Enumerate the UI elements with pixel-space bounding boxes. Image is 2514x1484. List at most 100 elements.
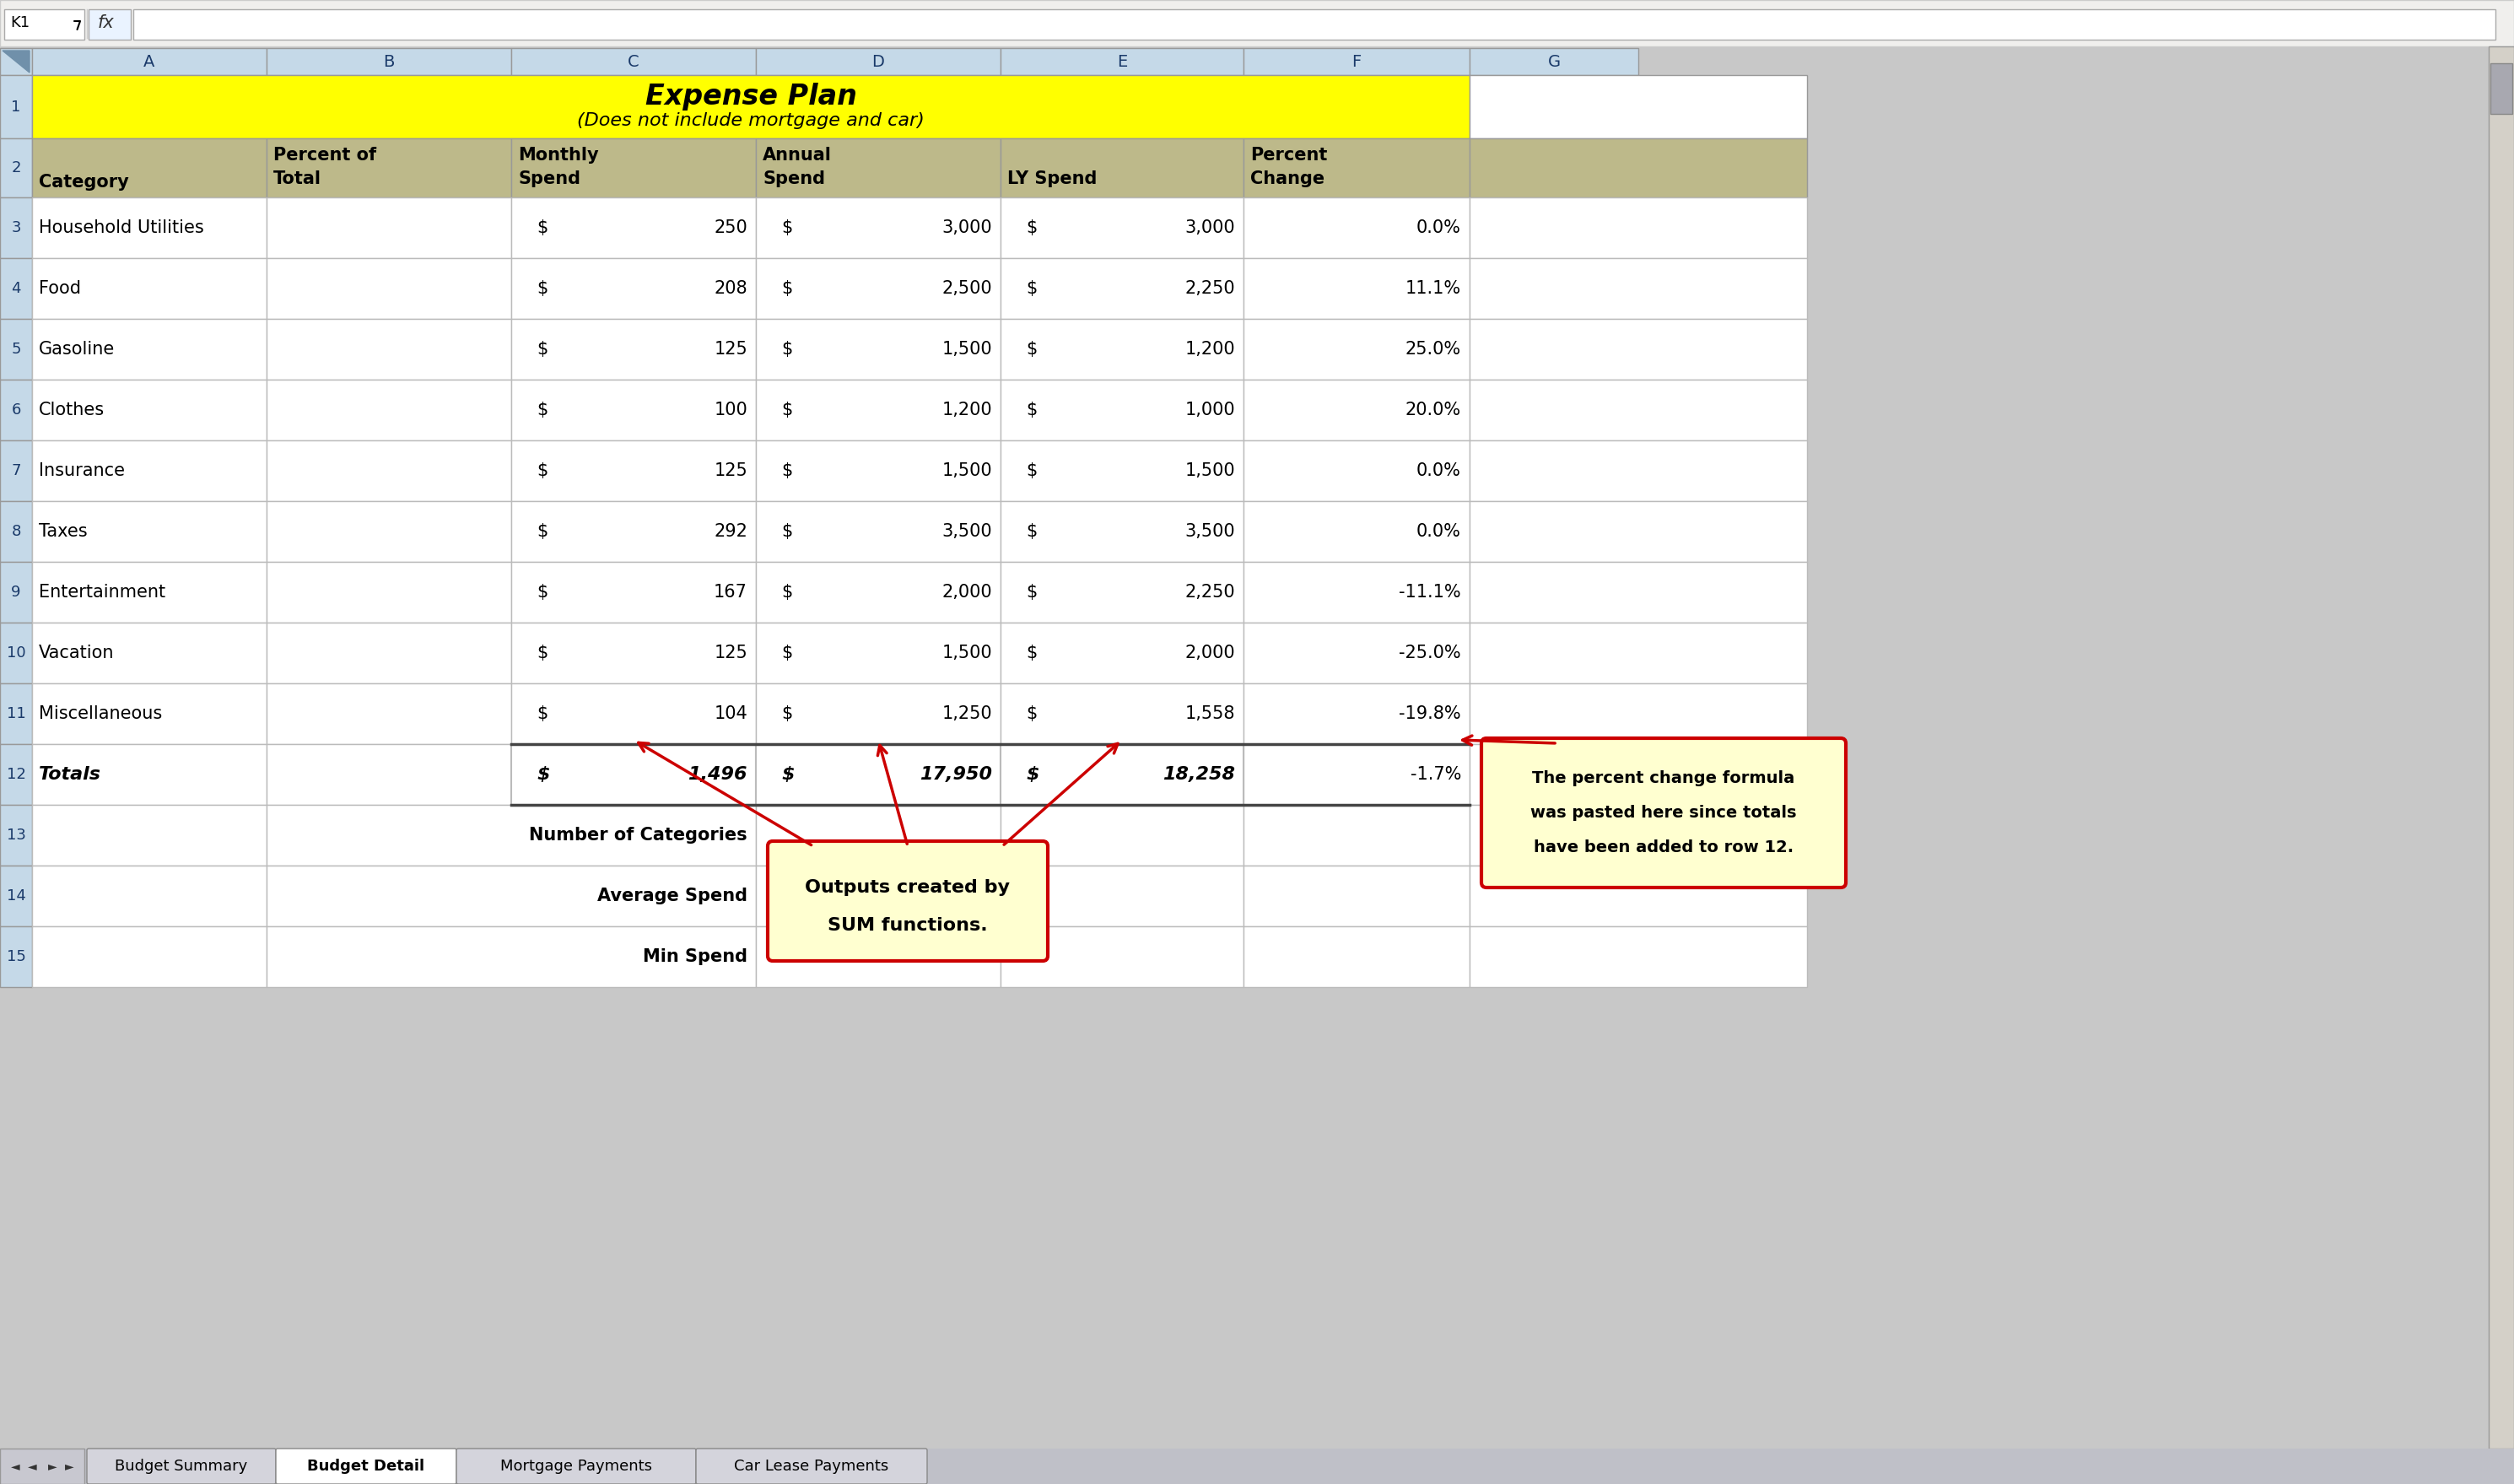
- Bar: [0, 1448, 2514, 1484]
- Bar: [0, 743, 33, 804]
- Bar: [510, 319, 757, 380]
- Text: 2,250: 2,250: [1184, 280, 1234, 297]
- Text: C: C: [628, 53, 639, 70]
- Text: $: $: [782, 705, 792, 723]
- Text: was pasted here since totals: was pasted here since totals: [1531, 804, 1798, 821]
- Bar: [2489, 46, 2514, 1448]
- Bar: [1001, 926, 1244, 987]
- Bar: [757, 865, 1001, 926]
- Text: 4: 4: [10, 280, 20, 297]
- Bar: [510, 683, 757, 743]
- Bar: [266, 197, 510, 258]
- Text: Clothes: Clothes: [38, 402, 106, 418]
- Text: 104: 104: [714, 705, 747, 723]
- FancyBboxPatch shape: [696, 1448, 928, 1484]
- Bar: [1244, 380, 1471, 441]
- Bar: [0, 623, 33, 683]
- Text: 11: 11: [8, 706, 25, 721]
- Bar: [266, 319, 510, 380]
- Bar: [0, 926, 33, 987]
- Text: 12: 12: [8, 767, 25, 782]
- Text: Spend: Spend: [518, 171, 581, 187]
- Bar: [266, 743, 510, 804]
- Text: $: $: [1026, 220, 1036, 236]
- Bar: [1471, 76, 1808, 138]
- Bar: [0, 683, 33, 743]
- Text: $: $: [782, 583, 792, 601]
- Bar: [1001, 197, 1244, 258]
- Text: D: D: [872, 53, 885, 70]
- Text: E: E: [1116, 53, 1126, 70]
- Text: $: $: [535, 644, 548, 662]
- Bar: [33, 47, 266, 76]
- Bar: [1471, 623, 1808, 683]
- Text: Vacation: Vacation: [38, 644, 113, 662]
- Text: 0.0%: 0.0%: [1415, 463, 1461, 479]
- Bar: [33, 562, 266, 623]
- Text: Min Spend: Min Spend: [644, 948, 747, 965]
- Text: 10: 10: [8, 646, 25, 660]
- Text: $: $: [1026, 766, 1038, 784]
- Bar: [266, 47, 510, 76]
- Bar: [757, 743, 1001, 804]
- Bar: [266, 502, 510, 562]
- Bar: [266, 138, 510, 197]
- Bar: [1471, 804, 1808, 865]
- Bar: [1471, 562, 1808, 623]
- Text: 1,200: 1,200: [1184, 341, 1234, 358]
- Text: Budget Detail: Budget Detail: [307, 1459, 425, 1474]
- Bar: [0, 138, 33, 197]
- Text: 0.0%: 0.0%: [1415, 522, 1461, 540]
- Bar: [2491, 64, 2511, 114]
- Bar: [757, 804, 1001, 865]
- Text: Insurance: Insurance: [38, 463, 126, 479]
- Bar: [1471, 47, 1639, 76]
- Bar: [266, 865, 757, 926]
- Text: 20.0%: 20.0%: [1405, 402, 1461, 418]
- Text: $: $: [1026, 522, 1036, 540]
- Text: 250: 250: [714, 220, 747, 236]
- Text: 1,558: 1,558: [1184, 705, 1234, 723]
- Text: 2,250: 2,250: [1184, 583, 1234, 601]
- Bar: [0, 76, 33, 138]
- Text: $: $: [1026, 583, 1036, 601]
- Text: 3,500: 3,500: [1184, 522, 1234, 540]
- Bar: [1244, 197, 1471, 258]
- Bar: [0, 319, 33, 380]
- Text: $: $: [782, 220, 792, 236]
- Bar: [1244, 926, 1471, 987]
- Text: 1,200: 1,200: [943, 402, 993, 418]
- Bar: [1244, 743, 1471, 804]
- Polygon shape: [3, 50, 30, 73]
- Text: 125: 125: [714, 341, 747, 358]
- Bar: [0, 804, 33, 865]
- Bar: [1244, 683, 1471, 743]
- Text: 7: 7: [10, 463, 20, 478]
- Bar: [1244, 865, 1471, 926]
- Text: -1.7%: -1.7%: [1410, 766, 1461, 784]
- Bar: [510, 743, 757, 804]
- Bar: [510, 562, 757, 623]
- Bar: [88, 9, 131, 40]
- Bar: [510, 258, 757, 319]
- Text: 1,496: 1,496: [689, 766, 747, 784]
- Bar: [1001, 138, 1244, 197]
- Bar: [1244, 47, 1471, 76]
- Text: (Does not include mortgage and car): (Does not include mortgage and car): [578, 113, 925, 129]
- Text: ◄: ◄: [28, 1460, 38, 1472]
- Bar: [757, 138, 1001, 197]
- Bar: [1001, 502, 1244, 562]
- Bar: [0, 865, 33, 926]
- Text: 1,250: 1,250: [943, 705, 993, 723]
- Bar: [757, 623, 1001, 683]
- Text: $: $: [782, 280, 792, 297]
- Bar: [33, 865, 266, 926]
- Text: Percent of: Percent of: [274, 147, 377, 163]
- Text: $: $: [1026, 280, 1036, 297]
- Text: 3,500: 3,500: [943, 522, 993, 540]
- Text: 13: 13: [8, 828, 25, 843]
- Text: 1,500: 1,500: [1184, 463, 1234, 479]
- Bar: [1001, 804, 1244, 865]
- Bar: [1471, 380, 1808, 441]
- Text: $: $: [782, 402, 792, 418]
